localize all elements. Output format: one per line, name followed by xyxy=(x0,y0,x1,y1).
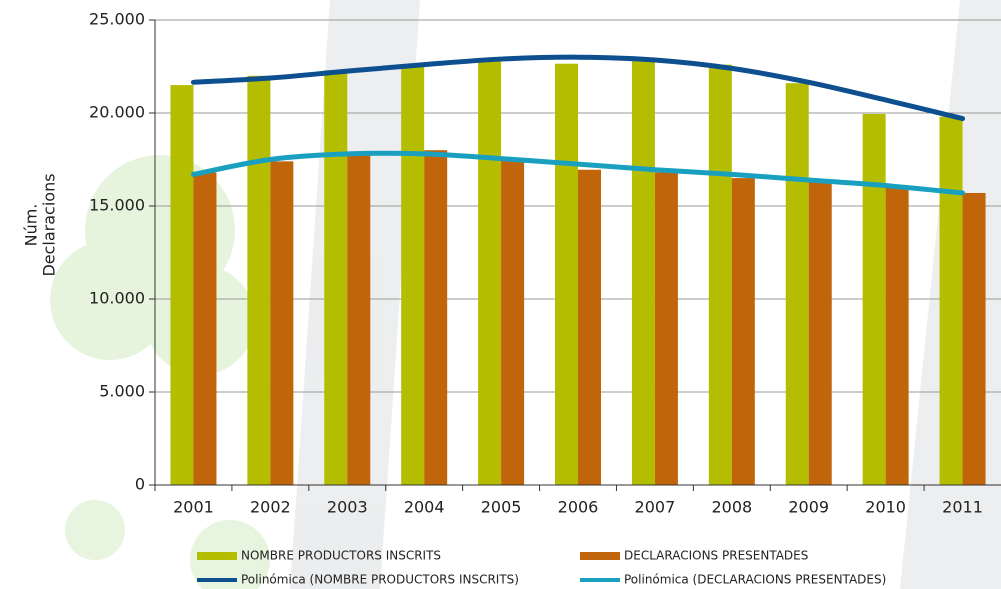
y-tick-label: 10.000 xyxy=(89,289,145,308)
bar xyxy=(885,187,909,485)
bar xyxy=(578,169,601,486)
bar xyxy=(555,63,578,486)
y-tick-label: 20.000 xyxy=(89,103,145,122)
trend-line xyxy=(190,54,966,122)
y-axis-label: Núm. xyxy=(22,204,41,247)
trend-line xyxy=(190,150,966,196)
y-tick-label: 0 xyxy=(135,475,145,494)
bar xyxy=(347,153,371,486)
bar xyxy=(270,161,294,486)
bar xyxy=(631,59,655,486)
bar xyxy=(324,70,348,485)
x-tick-label: 2004 xyxy=(404,498,445,517)
x-tick-label: 2005 xyxy=(481,498,522,517)
legend-label: NOMBRE PRODUCTORS INSCRITS xyxy=(241,549,441,563)
y-axis-label: Declaracions xyxy=(40,173,59,276)
legend-swatch xyxy=(197,552,237,560)
x-tick-label: 2009 xyxy=(788,498,829,517)
y-tick-label: 15.000 xyxy=(89,196,145,215)
x-tick-label: 2001 xyxy=(173,498,214,517)
bar xyxy=(193,172,217,485)
legend-label: Polinómica (NOMBRE PRODUCTORS INSCRITS) xyxy=(241,573,519,587)
bar xyxy=(862,113,886,486)
legend-swatch xyxy=(580,552,620,560)
bar xyxy=(785,83,809,486)
bar xyxy=(478,60,502,486)
bar xyxy=(939,116,963,485)
bar xyxy=(731,178,755,485)
y-tick-label: 25.000 xyxy=(89,10,145,29)
x-tick-label: 2008 xyxy=(711,498,752,517)
bar xyxy=(501,159,525,485)
x-tick-label: 2006 xyxy=(558,498,599,517)
x-tick-label: 2002 xyxy=(250,498,291,517)
x-tick-label: 2010 xyxy=(865,498,906,517)
bar xyxy=(170,85,194,485)
bar xyxy=(654,172,678,485)
bar xyxy=(401,64,425,485)
bar xyxy=(708,64,732,485)
x-tick-label: 2011 xyxy=(942,498,983,517)
x-tick-label: 2007 xyxy=(635,498,676,517)
bar xyxy=(962,192,986,486)
y-tick-label: 5.000 xyxy=(99,382,145,401)
bar xyxy=(247,75,271,486)
bar xyxy=(424,150,448,485)
legend-label: Polinómica (DECLARACIONS PRESENTADES) xyxy=(624,573,886,587)
legend-label: DECLARACIONS PRESENTADES xyxy=(624,549,808,563)
x-tick-label: 2003 xyxy=(327,498,368,517)
bar xyxy=(808,181,832,485)
